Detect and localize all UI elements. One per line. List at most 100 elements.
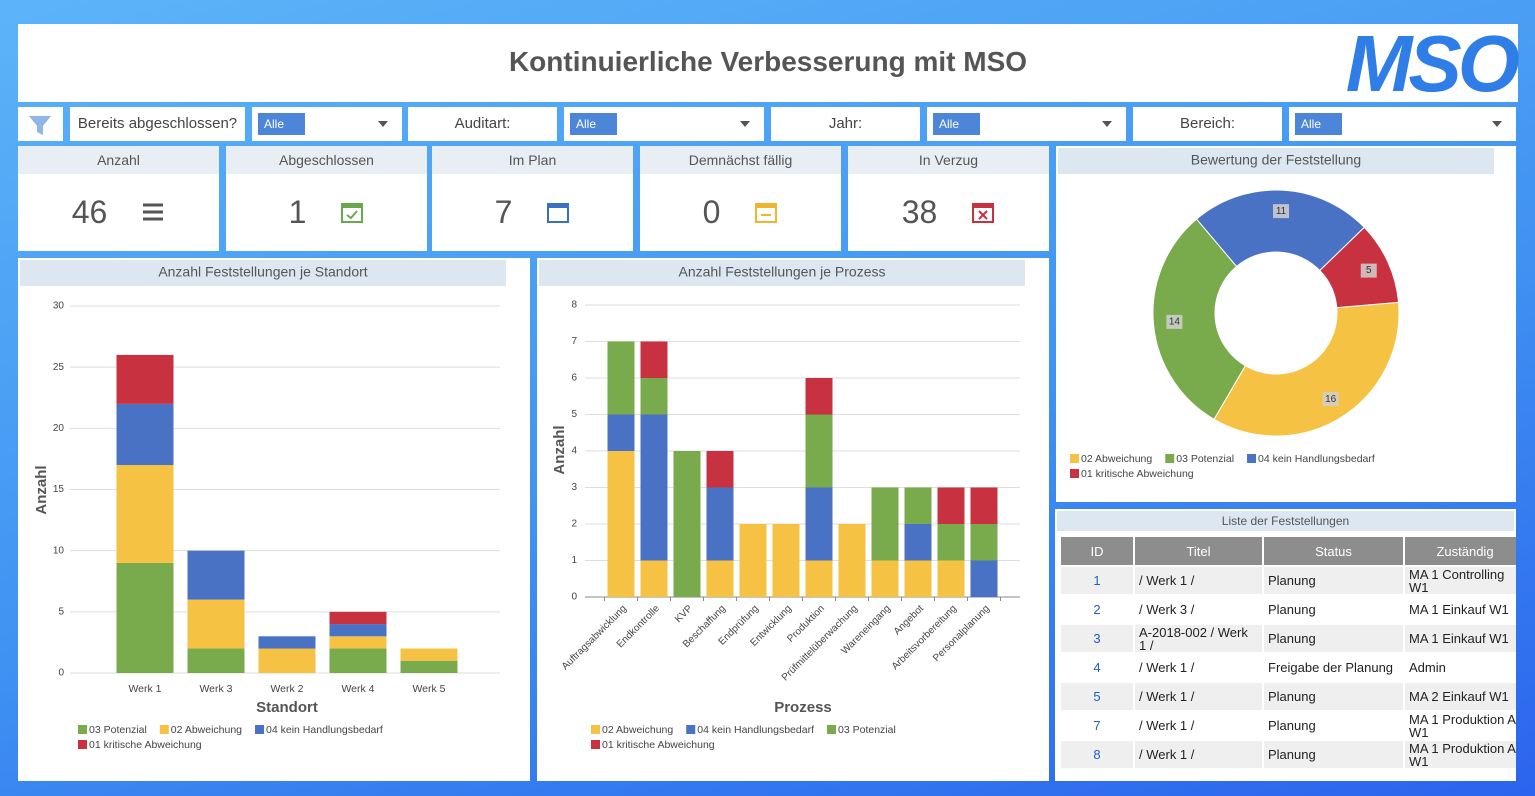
legend-label: 03 Potenzial: [89, 724, 147, 736]
kpi-card: In Verzug 38: [848, 146, 1049, 251]
table-row: 8 / Werk 1 /Planung MA 1 Produktion A W1: [1059, 739, 1516, 770]
y-tick-label: 4: [571, 446, 577, 457]
bar-segment: [706, 560, 734, 597]
filter-dropdown[interactable]: Alle: [252, 107, 402, 141]
icon-part: [978, 210, 989, 220]
column-header: ID: [1059, 535, 1135, 567]
x-tick-label: Werk 4: [341, 683, 374, 695]
filter-button[interactable]: [18, 107, 63, 141]
icon-part: [548, 204, 569, 208]
legend-label: 04 kein Handlungsbedarf: [266, 724, 383, 736]
bar-segment: [673, 451, 701, 597]
filter-dropdown[interactable]: Alle: [927, 107, 1126, 141]
filter-value: Alle: [1295, 113, 1342, 135]
y-tick-label: 3: [571, 482, 577, 493]
table-row: 3 A-2018-002 / Werk 1 /Planung MA 1 Einkau…: [1059, 623, 1516, 654]
bar-segment: [937, 560, 965, 597]
bar-segment: [739, 524, 767, 597]
filter-label-box: Bereits abgeschlossen?: [70, 107, 245, 141]
bar-segment: [187, 599, 245, 649]
bar-segment: [838, 524, 866, 597]
x-tick-label: Personalplanung: [931, 603, 992, 664]
icon-part: [756, 204, 777, 208]
legend-item: 04 kein Handlungsbedarf: [1247, 453, 1375, 465]
bar-segment: [871, 560, 899, 597]
legend-swatch: [1247, 454, 1257, 463]
table-cell: Planung: [1262, 710, 1405, 741]
table-cell: Planung: [1262, 681, 1405, 712]
kpi-value: 1: [288, 193, 307, 230]
id-link[interactable]: 1: [1093, 573, 1101, 588]
table-cell: Freigabe der Planung: [1262, 652, 1405, 683]
filter-dropdown[interactable]: Alle: [1289, 107, 1516, 141]
bar-segment: [937, 487, 965, 524]
filter-dropdown[interactable]: Alle: [564, 107, 764, 141]
table-cell: MA 1 Produktion A W1: [1403, 710, 1516, 741]
kpi-icon: [141, 200, 165, 224]
bar-segment: [640, 341, 668, 378]
y-tick-label: 0: [571, 592, 577, 603]
id-link[interactable]: 4: [1093, 660, 1101, 675]
y-axis-title: Anzahl: [551, 425, 568, 474]
id-link[interactable]: 3: [1093, 631, 1101, 646]
id-link[interactable]: 2: [1093, 602, 1101, 617]
kpi-icon: [340, 200, 364, 224]
id-link[interactable]: 5: [1093, 689, 1101, 704]
table-cell: / Werk 1 /: [1133, 652, 1264, 683]
table-cell: MA 1 Produktion A W1: [1403, 739, 1516, 770]
chart-panel: Anzahl Feststellungen je Prozess 0 1 2 3 4 5 6 7…: [537, 258, 1049, 781]
table-cell: 1: [1059, 565, 1135, 596]
chart: Anzahl Feststellungen je Standort 0 5 10 15 2…: [20, 260, 506, 751]
bar-segment: [706, 487, 734, 561]
kpi-icon: [754, 200, 778, 224]
filter-label: Bereich:: [1179, 115, 1236, 132]
legend-swatch: [159, 725, 169, 734]
dropdown-caret: [1492, 121, 1502, 127]
icon-part: [342, 204, 363, 208]
legend-item: 03 Potenzial: [1165, 453, 1234, 465]
bar-segment: [116, 354, 174, 404]
chart-title: Anzahl Feststellungen je Prozess: [679, 264, 886, 280]
legend-item: 01 kritische Abweichung: [78, 739, 202, 751]
kpi-card: Im Plan 7: [432, 146, 633, 251]
id-link[interactable]: 7: [1093, 718, 1101, 733]
icon-part: [973, 204, 994, 208]
bar-segment: [871, 487, 899, 561]
y-tick-label: 5: [571, 409, 577, 420]
legend-label: 02 Abweichung: [1081, 453, 1152, 465]
findings-table: ID Titel Status Zuständig 1/ Werk 1 /Planung…: [1059, 535, 1516, 770]
id-link[interactable]: 8: [1093, 747, 1101, 762]
data-label-bg: [1360, 263, 1377, 278]
bar-segment: [970, 487, 998, 524]
legend-item: 01 kritische Abweichung: [591, 739, 715, 751]
data-label-bg: [1322, 392, 1339, 407]
column-header: Titel: [1133, 535, 1264, 567]
header: Kontinuierliche Verbesserung mit MSO MSO: [18, 19, 1520, 108]
chart-title-bar: [1058, 148, 1494, 174]
y-axis-title: Anzahl: [33, 465, 50, 514]
kpi-label: In Verzug: [848, 146, 1049, 174]
chart: Bewertung der Feststellung 16 14 11 5 02 Abwe…: [1058, 148, 1494, 480]
icon-part: [972, 203, 995, 223]
filter-label-box: Jahr:: [771, 107, 920, 141]
table-cell: Planung: [1262, 623, 1405, 654]
table-row: 1 / Werk 1 /Planung MA 1 Controlling W1: [1059, 565, 1516, 596]
filter-label: Auditart:: [454, 115, 511, 132]
data-label: 11: [1276, 206, 1287, 217]
bar-segment: [258, 648, 316, 673]
x-tick-label: KVP: [673, 603, 695, 625]
bar-segment: [400, 648, 458, 661]
filter-label-box: Bereich:: [1133, 107, 1282, 141]
bar-segment: [640, 378, 668, 415]
chart-panel: Bewertung der Feststellung 16 14 11 5 02 Abwe…: [1056, 146, 1516, 502]
legend-label: 03 Potenzial: [1176, 453, 1234, 465]
bar-segment: [329, 624, 387, 637]
table-panel: Liste der Feststellungen ID Titel Status Zus…: [1055, 509, 1516, 781]
data-label: 16: [1325, 394, 1337, 405]
x-tick-label: Werk 3: [199, 683, 232, 695]
bar-segment: [116, 562, 174, 673]
table-cell: 8: [1059, 739, 1135, 770]
table-row: 7 / Werk 1 /Planung MA 1 Produktion A W1: [1059, 710, 1516, 741]
dropdown-caret: [1102, 121, 1112, 127]
icon-part: [143, 203, 164, 221]
